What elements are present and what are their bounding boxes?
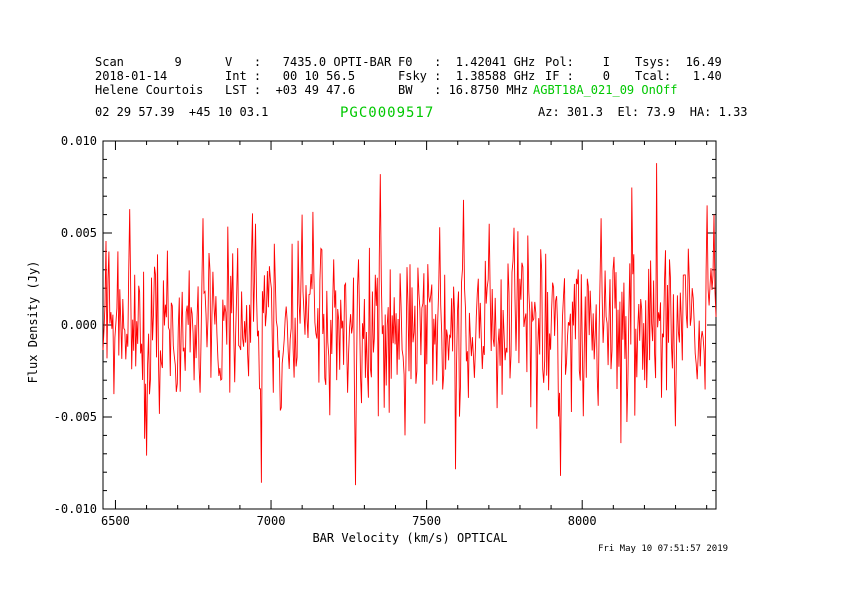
svg-text:7500: 7500 (412, 514, 441, 528)
x-axis-label: BAR Velocity (km/s) OPTICAL (312, 531, 508, 545)
svg-text:0.000: 0.000 (61, 318, 97, 332)
bw-field: BW : 16.8750 MHz (398, 83, 529, 97)
integration-field: Int : 00 10 56.5 (225, 69, 356, 83)
lst-field: LST : +03 49 47.6 (225, 83, 356, 97)
project-session-field: AGBT18A_021_09 OnOff (533, 83, 678, 97)
tsys-field: Tsys: 16.49 (635, 55, 722, 69)
svg-text:-0.005: -0.005 (54, 410, 97, 424)
f0-field: F0 : 1.42041 GHz (398, 55, 536, 69)
plot-timestamp: Fri May 10 07:51:57 2019 (598, 544, 729, 554)
velocity-field: V : 7435.0 OPTI-BAR (225, 55, 392, 69)
pol-field: Pol: I (545, 55, 611, 69)
header-line-1: Scan 9 V : 7435.0 OPTI-BAR F0 : 1.42041 … (0, 55, 842, 69)
if-field: IF : 0 (545, 69, 611, 83)
svg-text:8000: 8000 (568, 514, 597, 528)
source-name: PGC0009517 (340, 105, 435, 121)
header-line-2: 2018-01-14 Int : 00 10 56.5 Fsky : 1.385… (0, 69, 842, 83)
az-el-ha-field: Az: 301.3 El: 73.9 HA: 1.33 (538, 105, 748, 119)
header-line-3: Helene Courtois LST : +03 49 47.6 BW : 1… (0, 83, 842, 97)
y-axis-label: Flux Density (Jy) (26, 260, 40, 384)
svg-text:0.010: 0.010 (61, 134, 97, 148)
date-field: 2018-01-14 (95, 69, 168, 83)
fsky-field: Fsky : 1.38588 GHz (398, 69, 536, 83)
svg-text:6500: 6500 (101, 514, 130, 528)
axis-tick-labels: 6500 7000 7500 8000 -0.010 -0.005 0.000 0.005 0.… (54, 134, 597, 528)
observer-field: Helene Courtois (95, 83, 204, 97)
header-line-4: 02 29 57.39 +45 10 03.1 PGC0009517 Az: 3… (0, 105, 842, 121)
svg-text:-0.010: -0.010 (54, 502, 97, 516)
radec-field: 02 29 57.39 +45 10 03.1 (95, 105, 269, 119)
spectrum-trace (102, 163, 717, 486)
svg-text:7000: 7000 (257, 514, 286, 528)
svg-text:0.005: 0.005 (61, 226, 97, 240)
scan-field: Scan 9 (95, 55, 182, 69)
tcal-field: Tcal: 1.40 (635, 69, 722, 83)
